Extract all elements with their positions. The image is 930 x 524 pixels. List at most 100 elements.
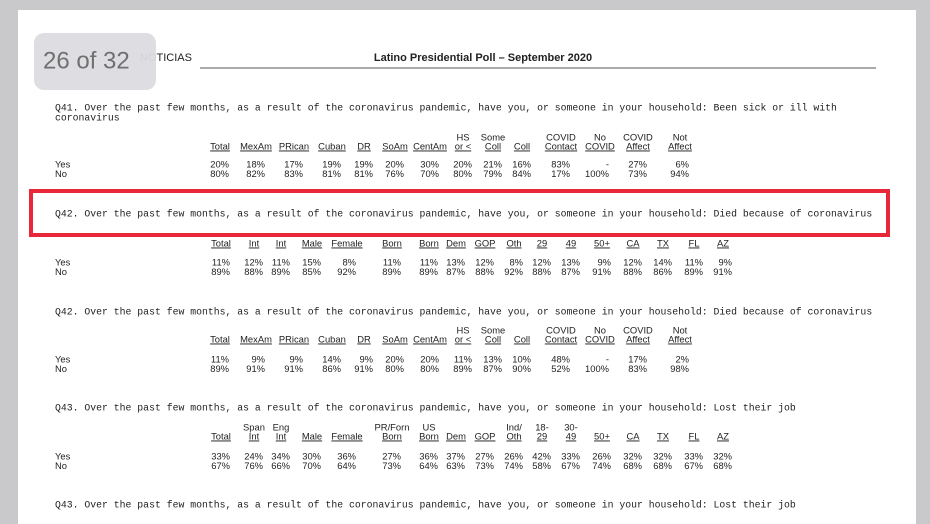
cell-value: 70% [302, 460, 321, 471]
cell-value: 73% [475, 460, 494, 471]
cell-value: 10% [512, 353, 531, 364]
question-text: Q43. Over the past few months, as a resu… [55, 403, 796, 414]
row-label: Yes [55, 256, 71, 267]
column-header: Dem [446, 430, 466, 441]
cell-value: 11% [212, 256, 230, 267]
cell-value: 11% [211, 353, 229, 364]
cell-value: 16% [512, 158, 531, 169]
column-header: Some [481, 131, 506, 142]
cell-value: 73% [382, 460, 401, 471]
cell-value: 32% [623, 450, 642, 461]
column-header: 29 [537, 237, 547, 248]
column-header: Oth [506, 237, 521, 248]
column-header: Coll [514, 333, 530, 344]
cell-value: 67% [684, 460, 703, 471]
cell-value: 68% [623, 460, 642, 471]
column-header: SoAm [382, 140, 408, 151]
row-label: Yes [55, 158, 71, 169]
cell-value: 83% [551, 158, 570, 169]
cell-value: 27% [628, 158, 647, 169]
column-header: COVID [585, 140, 615, 151]
cell-value: 2% [675, 353, 689, 364]
column-header: Affect [626, 140, 650, 151]
column-header: HS [456, 131, 469, 142]
row-label: No [55, 168, 67, 179]
cell-value: - [606, 353, 609, 364]
cell-value: 42% [532, 450, 551, 461]
cell-value: 92% [504, 266, 523, 277]
column-header: AZ [717, 237, 729, 248]
column-header: Some [481, 324, 506, 335]
cell-value: 17% [284, 158, 303, 169]
cell-value: 20% [385, 158, 404, 169]
column-header: AZ [717, 430, 729, 441]
column-header: 30- [564, 421, 578, 432]
cell-value: 73% [628, 168, 647, 179]
cell-value: 26% [504, 450, 523, 461]
column-header: Int [249, 430, 260, 441]
column-header: CentAm [413, 140, 447, 151]
column-header: Ind/ [506, 421, 522, 432]
column-header: Oth [506, 430, 521, 441]
cell-value: 89% [271, 266, 290, 277]
column-header: Contact [545, 140, 578, 151]
cell-value: 68% [713, 460, 732, 471]
column-header: Cuban [318, 140, 346, 151]
column-header: Dem [446, 237, 466, 248]
cell-value: 87% [483, 363, 502, 374]
cell-value: 84% [512, 168, 531, 179]
column-header: Cuban [318, 333, 346, 344]
cell-value: 14% [322, 353, 341, 364]
cell-value: 88% [475, 266, 494, 277]
cell-value: 20% [453, 158, 472, 169]
cell-value: 8% [342, 256, 356, 267]
column-header: US [422, 421, 435, 432]
cell-value: 89% [211, 266, 230, 277]
cell-value: 68% [653, 460, 672, 471]
cell-value: 13% [446, 256, 465, 267]
cell-value: 17% [551, 168, 570, 179]
cell-value: 70% [420, 168, 439, 179]
cell-value: 48% [551, 353, 570, 364]
cell-value: 9% [597, 256, 611, 267]
cell-value: 21% [483, 158, 502, 169]
row-label: Yes [55, 450, 71, 461]
cell-value: 64% [419, 460, 438, 471]
column-header: FL [689, 430, 700, 441]
row-label: No [55, 363, 67, 374]
cell-value: 32% [713, 450, 732, 461]
column-header: MexAm [240, 140, 272, 151]
column-header: Born [382, 430, 402, 441]
cell-value: 33% [561, 450, 580, 461]
cell-value: 18% [246, 158, 265, 169]
cell-value: 33% [684, 450, 703, 461]
cell-value: 20% [420, 353, 439, 364]
cell-value: 17% [628, 353, 647, 364]
cell-value: 37% [446, 450, 465, 461]
cell-value: 6% [675, 158, 689, 169]
cell-value: 11% [454, 353, 472, 364]
column-header: Born [419, 430, 439, 441]
cell-value: 91% [713, 266, 732, 277]
column-header: COVID [546, 324, 576, 335]
cell-value: 76% [385, 168, 404, 179]
cell-value: 11% [272, 256, 290, 267]
cell-value: 80% [453, 168, 472, 179]
column-header: PRican [279, 140, 309, 151]
cell-value: 64% [337, 460, 356, 471]
column-header: PR/Forn [375, 421, 410, 432]
question-text: coronavirus [55, 113, 120, 124]
column-header: COVID [546, 131, 576, 142]
cell-value: 67% [561, 460, 580, 471]
column-header: 29 [537, 430, 547, 441]
cell-value: 27% [382, 450, 401, 461]
content: Q41. Over the past few months, as a resu… [55, 103, 872, 511]
column-header: Coll [485, 333, 501, 344]
column-header: or < [455, 333, 472, 344]
column-header: Contact [545, 333, 578, 344]
cell-value: 83% [628, 363, 647, 374]
cell-value: 89% [382, 266, 401, 277]
page-badge [34, 33, 156, 90]
